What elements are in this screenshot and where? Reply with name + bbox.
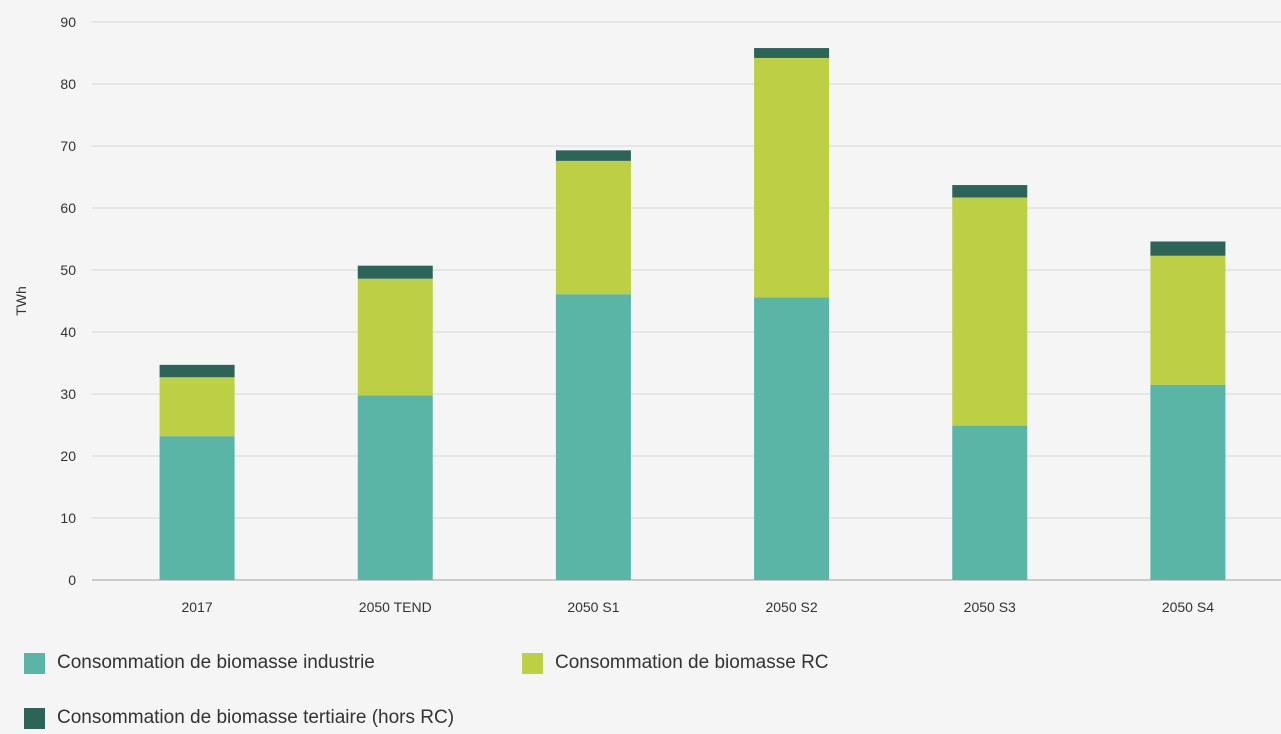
bar-segment-tertiaire bbox=[754, 48, 830, 58]
bar-segment-tertiaire bbox=[1150, 241, 1226, 256]
legend-swatch-rc bbox=[522, 652, 543, 674]
bar-segment-rc bbox=[754, 57, 830, 298]
stacked-bar-chart: 0 10 20 30 40 50 60 70 80 90 2017 2050 TEND 2050 S1… bbox=[13, 14, 1281, 615]
legend-label-rc: Consommation de biomasse RC bbox=[555, 652, 829, 673]
x-tick-label: 2050 S2 bbox=[765, 599, 817, 615]
bar-segment-rc bbox=[555, 160, 631, 295]
y-tick-label: 80 bbox=[60, 76, 76, 92]
y-tick-label: 60 bbox=[60, 200, 76, 216]
x-tick-label: 2050 S4 bbox=[1162, 599, 1214, 615]
bar-segment-industrie bbox=[754, 297, 830, 580]
bars bbox=[159, 48, 1226, 580]
y-tick-label: 0 bbox=[68, 572, 76, 588]
y-axis-ticks: 0 10 20 30 40 50 60 70 80 90 bbox=[60, 14, 76, 588]
bar-segment-tertiaire bbox=[952, 185, 1028, 198]
y-tick-label: 90 bbox=[60, 14, 76, 30]
bar-segment-industrie bbox=[555, 294, 631, 580]
x-tick-label: 2050 S1 bbox=[567, 599, 619, 615]
bar-segment-industrie bbox=[952, 425, 1028, 580]
bar-segment-industrie bbox=[357, 395, 433, 580]
x-tick-label: 2050 S3 bbox=[964, 599, 1016, 615]
legend-label-industrie: Consommation de biomasse industrie bbox=[57, 652, 375, 673]
bar-segment-tertiaire bbox=[159, 364, 235, 378]
bar-segment-rc bbox=[1150, 255, 1226, 385]
legend-item-industrie: Consommation de biomasse industrie bbox=[24, 652, 375, 674]
x-tick-label: 2017 bbox=[182, 599, 213, 615]
legend-item-tertiaire: Consommation de biomasse tertiaire (hors… bbox=[24, 707, 454, 729]
y-tick-label: 20 bbox=[60, 448, 76, 464]
bar-segment-tertiaire bbox=[555, 150, 631, 161]
y-axis-title: TWh bbox=[13, 286, 29, 316]
y-tick-label: 50 bbox=[60, 262, 76, 278]
y-tick-label: 70 bbox=[60, 138, 76, 154]
y-tick-label: 30 bbox=[60, 386, 76, 402]
bar-segment-rc bbox=[952, 197, 1028, 426]
gridlines bbox=[92, 21, 1281, 581]
y-tick-label: 10 bbox=[60, 510, 76, 526]
legend: Consommation de biomasse industrie Conso… bbox=[24, 652, 1264, 732]
bar-segment-industrie bbox=[1150, 384, 1226, 580]
legend-label-tertiaire: Consommation de biomasse tertiaire (hors… bbox=[57, 707, 455, 728]
legend-swatch-tertiaire bbox=[24, 707, 45, 729]
y-tick-label: 40 bbox=[60, 324, 76, 340]
x-axis-ticks: 2017 2050 TEND 2050 S1 2050 S2 2050 S3 2050 S… bbox=[182, 599, 1215, 615]
bar-segment-rc bbox=[159, 377, 235, 437]
x-tick-label: 2050 TEND bbox=[359, 599, 432, 615]
bar-segment-industrie bbox=[159, 436, 235, 580]
bar-segment-tertiaire bbox=[357, 265, 433, 279]
legend-item-rc: Consommation de biomasse RC bbox=[522, 652, 829, 674]
legend-swatch-industrie bbox=[24, 652, 45, 674]
bar-segment-rc bbox=[357, 278, 433, 396]
